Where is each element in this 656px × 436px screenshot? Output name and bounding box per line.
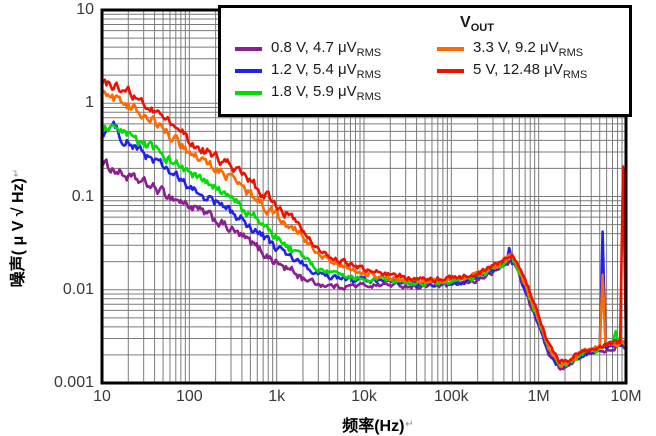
legend-label-1.8v: 1.8 V, 5.9 μVRMS [271,83,382,103]
legend-item-3.3v: 3.3 V, 9.2 μVRMS [437,38,587,60]
x-tick-label: 100k [433,388,469,405]
legend-item-1.8v: 1.8 V, 5.9 μVRMS [235,82,381,104]
x-tick-label: 10M [610,388,642,405]
legend-label-3.3v: 3.3 V, 9.2 μVRMS [473,39,584,59]
legend-swatch-1.2v [235,69,262,73]
legend-item-1.2v: 1.2 V, 5.4 μVRMS [235,60,381,82]
return-mark: ↵ [11,168,22,178]
x-axis-label: 频率(Hz)↵ [342,418,414,435]
legend-swatch-3.3v [437,47,464,51]
y-tick-label: 0.001 [53,374,94,391]
x-tick-label: 10 [93,388,111,405]
y-tick-label: 10 [76,1,94,18]
legend-swatch-0.8v [235,47,262,51]
legend-swatch-5v [437,69,464,73]
legend-item-5v: 5 V, 12.48 μVRMS [437,60,587,82]
y-tick-label: 0.01 [62,280,94,298]
x-tick-label: 1M [527,388,550,405]
legend-label-1.2v: 1.2 V, 5.4 μVRMS [271,61,382,81]
legend-swatch-1.8v [235,91,262,95]
legend-label-5v: 5 V, 12.48 μVRMS [473,61,588,81]
x-tick-label: 1k [268,388,286,405]
legend-item-0.8v: 0.8 V, 4.7 μVRMS [235,38,381,60]
legend: VOUT 0.8 V, 4.7 μVRMS 1.2 V, 5.4 μVRMS 1… [218,5,632,117]
y-tick-label: 1 [85,94,94,112]
y-axis-label: 噪声( μ V √ Hz)↵ [10,168,27,288]
legend-column-2: 3.3 V, 9.2 μVRMS 5 V, 12.48 μVRMS [437,38,587,82]
y-tick-label: 0.1 [71,187,94,205]
return-mark: ↵ [405,419,414,430]
x-tick-label: 10k [351,388,377,405]
x-tick-label: 100 [175,388,203,405]
legend-title: VOUT [460,14,494,35]
legend-label-0.8v: 0.8 V, 4.7 μVRMS [271,39,382,59]
legend-column-1: 0.8 V, 4.7 μVRMS 1.2 V, 5.4 μVRMS 1.8 V,… [235,38,381,104]
